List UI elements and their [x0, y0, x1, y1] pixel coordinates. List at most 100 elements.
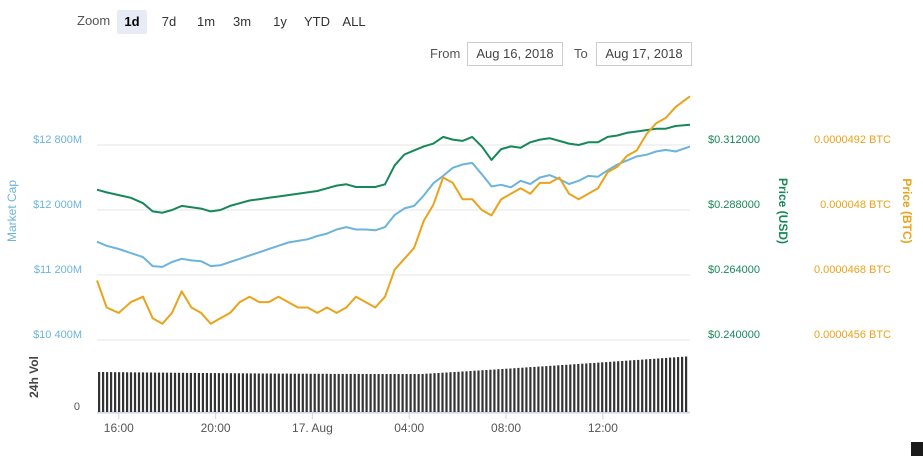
market-cap-tick: $11 200M	[34, 264, 82, 276]
volume-bar	[637, 359, 640, 412]
volume-bar	[281, 373, 284, 412]
volume-bar	[561, 365, 564, 412]
volume-bar	[453, 372, 456, 412]
volume-bar	[409, 374, 412, 412]
volume-bar	[309, 373, 312, 412]
volume-bar	[165, 372, 169, 412]
volume-bar	[649, 359, 652, 412]
volume-bar	[405, 374, 408, 412]
volume-bar	[437, 373, 440, 412]
volume-bar	[213, 373, 216, 412]
volume-bar	[365, 374, 368, 412]
volume-bar	[461, 371, 464, 412]
volume-bar	[102, 372, 105, 412]
volume-bar	[126, 372, 129, 412]
volume-bar	[229, 373, 232, 412]
corner-widget	[911, 442, 923, 456]
volume-bar	[98, 372, 101, 412]
volume-bar	[669, 357, 672, 412]
volume-bar	[277, 373, 280, 412]
volume-bar	[413, 374, 416, 412]
price-btc-tick: 0.0000492 BTC	[814, 134, 891, 146]
volume-bar	[401, 374, 404, 412]
volume-bar	[385, 374, 388, 412]
price-usd-tick: $0.288000	[708, 199, 760, 211]
volume-bar	[293, 373, 296, 412]
volume-bar	[509, 368, 512, 412]
volume-bar	[325, 373, 328, 412]
volume-bar	[525, 367, 528, 412]
volume-bar	[173, 372, 177, 412]
volume-bar	[557, 365, 560, 412]
zoom-option-7d[interactable]: 7d	[161, 14, 177, 29]
volume-bar	[685, 356, 688, 412]
volume-bar	[169, 372, 173, 412]
volume-bar	[449, 372, 452, 412]
zoom-option-1m[interactable]: 1m	[196, 14, 216, 29]
volume-bar	[141, 372, 145, 412]
volume-bar	[621, 361, 624, 412]
x-tick-label: 16:00	[104, 421, 134, 435]
volume-bar	[149, 372, 153, 412]
volume-bar	[177, 372, 181, 412]
volume-bar	[389, 374, 392, 412]
series-line-price-usd	[96, 123, 691, 214]
volume-bar	[261, 373, 264, 412]
volume-bar	[633, 360, 636, 412]
volume-bar	[209, 373, 212, 412]
volume-bar	[433, 373, 436, 412]
range-to-input[interactable]: Aug 17, 2018	[596, 42, 692, 66]
price-usd-tick: $0.312000	[708, 134, 760, 146]
volume-bar	[341, 373, 344, 412]
zoom-option-3m[interactable]: 3m	[232, 14, 252, 29]
volume-bar	[345, 373, 348, 412]
zoom-option-ytd[interactable]: YTD	[304, 14, 330, 29]
axis-title-volume: 24h Vol	[27, 356, 41, 398]
volume-bar	[313, 373, 316, 412]
volume-bar	[201, 373, 204, 412]
volume-bar	[381, 374, 384, 412]
zoom-option-1y[interactable]: 1y	[273, 14, 287, 29]
volume-bar	[569, 364, 572, 412]
volume-bar	[653, 358, 656, 412]
zoom-option-all[interactable]: ALL	[342, 14, 366, 29]
volume-bar	[393, 374, 396, 412]
axis-labels: $12 800M $12 000M $11 200M $10 400M $0.31200…	[5, 134, 914, 435]
volume-bar	[489, 369, 492, 412]
volume-bar	[485, 370, 488, 412]
volume-bar	[545, 366, 548, 412]
volume-bar	[589, 363, 592, 412]
volume-bars	[98, 356, 688, 412]
volume-bar	[641, 359, 644, 412]
volume-bar	[373, 374, 376, 412]
volume-bar	[357, 373, 360, 412]
volume-bar	[269, 373, 272, 412]
volume-bar	[541, 366, 544, 412]
volume-bar	[473, 370, 476, 412]
volume-bar	[321, 373, 324, 412]
volume-bar	[133, 372, 137, 412]
volume-bar	[585, 363, 588, 412]
volume-bar	[157, 372, 161, 412]
volume-bar	[665, 357, 668, 412]
range-to-label: To	[574, 46, 588, 61]
volume-bar	[681, 356, 684, 412]
volume-bar	[645, 359, 648, 412]
volume-bar	[329, 373, 332, 412]
volume-bar	[605, 362, 608, 412]
volume-bar	[397, 374, 400, 412]
x-tick-label: 04:00	[394, 421, 424, 435]
volume-bar	[197, 373, 200, 412]
zoom-option-1d[interactable]: 1d	[117, 10, 147, 34]
volume-bar	[297, 373, 300, 412]
volume-bar	[153, 372, 157, 412]
price-usd-tick: $0.264000	[708, 264, 760, 276]
volume-bar	[285, 373, 288, 412]
volume-bar	[369, 374, 372, 412]
range-from-input[interactable]: Aug 16, 2018	[467, 42, 563, 66]
volume-bar	[417, 374, 420, 412]
volume-bar	[305, 373, 308, 412]
price-btc-tick: 0.0000456 BTC	[814, 329, 891, 341]
volume-bar	[661, 358, 664, 412]
volume-bar	[537, 366, 540, 412]
